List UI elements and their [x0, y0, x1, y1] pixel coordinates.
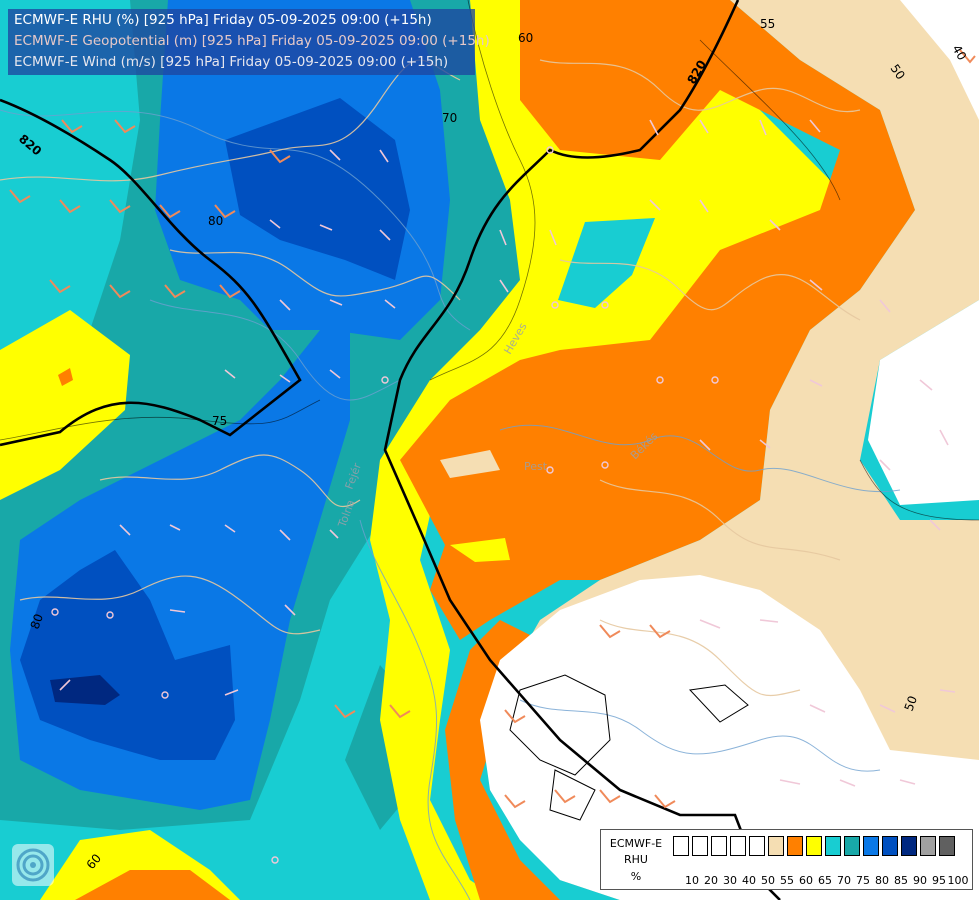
title-rhu: ECMWF-E RHU (%) [925 hPa] Friday 05-09-2… [14, 12, 432, 28]
legend-unit: % [630, 870, 642, 883]
legend-swatch [768, 836, 784, 856]
rhu-label-80-lower: 80 [28, 612, 46, 631]
rhu-65-hole [450, 538, 510, 562]
legend-swatch [939, 836, 955, 856]
title-geopotential: ECMWF-E Geopotential (m) [925 hPa] Frida… [14, 33, 490, 49]
place-pest: Pest [524, 460, 548, 473]
legend-swatch [673, 836, 689, 856]
legend-swatch [901, 836, 917, 856]
legend-tick: 40 [742, 874, 756, 887]
rhu-65-patch-left [0, 310, 130, 500]
legend-tick: 70 [837, 874, 851, 887]
rhu-label-40: 40 [949, 43, 969, 63]
geopotential-contour-2 [383, 0, 781, 900]
rhu-60-patch-left [58, 368, 73, 386]
rhu-60-strip [445, 620, 560, 900]
rhu-label-50-right: 50 [902, 694, 920, 713]
rhu-label-55: 55 [760, 17, 775, 31]
rhu-label-70: 70 [442, 111, 457, 125]
legend-swatch [825, 836, 841, 856]
rhu-label-60-top: 60 [518, 31, 533, 45]
legend-tick: 20 [704, 874, 718, 887]
legend-swatch [692, 836, 708, 856]
rhu-label-80-upper: 80 [208, 214, 223, 228]
color-legend: ECMWF-E RHU % 10 20 30 40 50 55 60 65 70 75 80 85 90… [600, 829, 973, 890]
legend-swatch [844, 836, 860, 856]
legend-swatch [749, 836, 765, 856]
rhu-55-hole [440, 450, 500, 478]
legend-tick: 10 [685, 874, 699, 887]
rhu-50-region-upper [900, 0, 979, 120]
ecmwf-logo-icon [12, 844, 54, 886]
legend-swatch [787, 836, 803, 856]
geopotential-contour [0, 98, 302, 447]
legend-tick: 85 [894, 874, 908, 887]
legend-swatch [730, 836, 746, 856]
rhu-85-region-upper [225, 98, 410, 280]
legend-variable: RHU [624, 853, 648, 866]
legend-tick: 95 [932, 874, 946, 887]
legend-tick: 30 [723, 874, 737, 887]
wind-barbs-orange [9, 49, 976, 809]
legend-tick: 60 [799, 874, 813, 887]
rivers [0, 109, 901, 900]
rhu-85-region-lower [20, 550, 235, 760]
rhu-contours [0, 0, 979, 521]
calm-markers [51, 146, 719, 864]
legend-swatch [920, 836, 936, 856]
legend-tick: 75 [856, 874, 870, 887]
legend-tick: 50 [761, 874, 775, 887]
legend-swatch [863, 836, 879, 856]
legend-tick: 90 [913, 874, 927, 887]
rhu-50-region-lower [480, 575, 979, 900]
borders [0, 59, 861, 697]
legend-tick: 55 [780, 874, 794, 887]
legend-swatch [806, 836, 822, 856]
legend-swatch [711, 836, 727, 856]
legend-model: ECMWF-E [609, 837, 663, 850]
rhu-label-75: 75 [212, 414, 227, 428]
legend-swatch [882, 836, 898, 856]
rhu-60-region [400, 0, 915, 640]
rhu-65-region [370, 0, 850, 900]
legend-tick: 100 [947, 874, 969, 887]
legend-tick: 65 [818, 874, 832, 887]
title-wind: ECMWF-E Wind (m/s) [925 hPa] Friday 05-0… [14, 54, 449, 70]
title-panel: ECMWF-E RHU (%) [925 hPa] Friday 05-09-2… [8, 9, 490, 75]
rhu-60-patch-bottom [75, 870, 230, 900]
rhu-50-region-right [868, 300, 979, 505]
region-outlines [509, 674, 749, 821]
wind-barbs-pink [59, 119, 956, 787]
legend-tick: 80 [875, 874, 889, 887]
